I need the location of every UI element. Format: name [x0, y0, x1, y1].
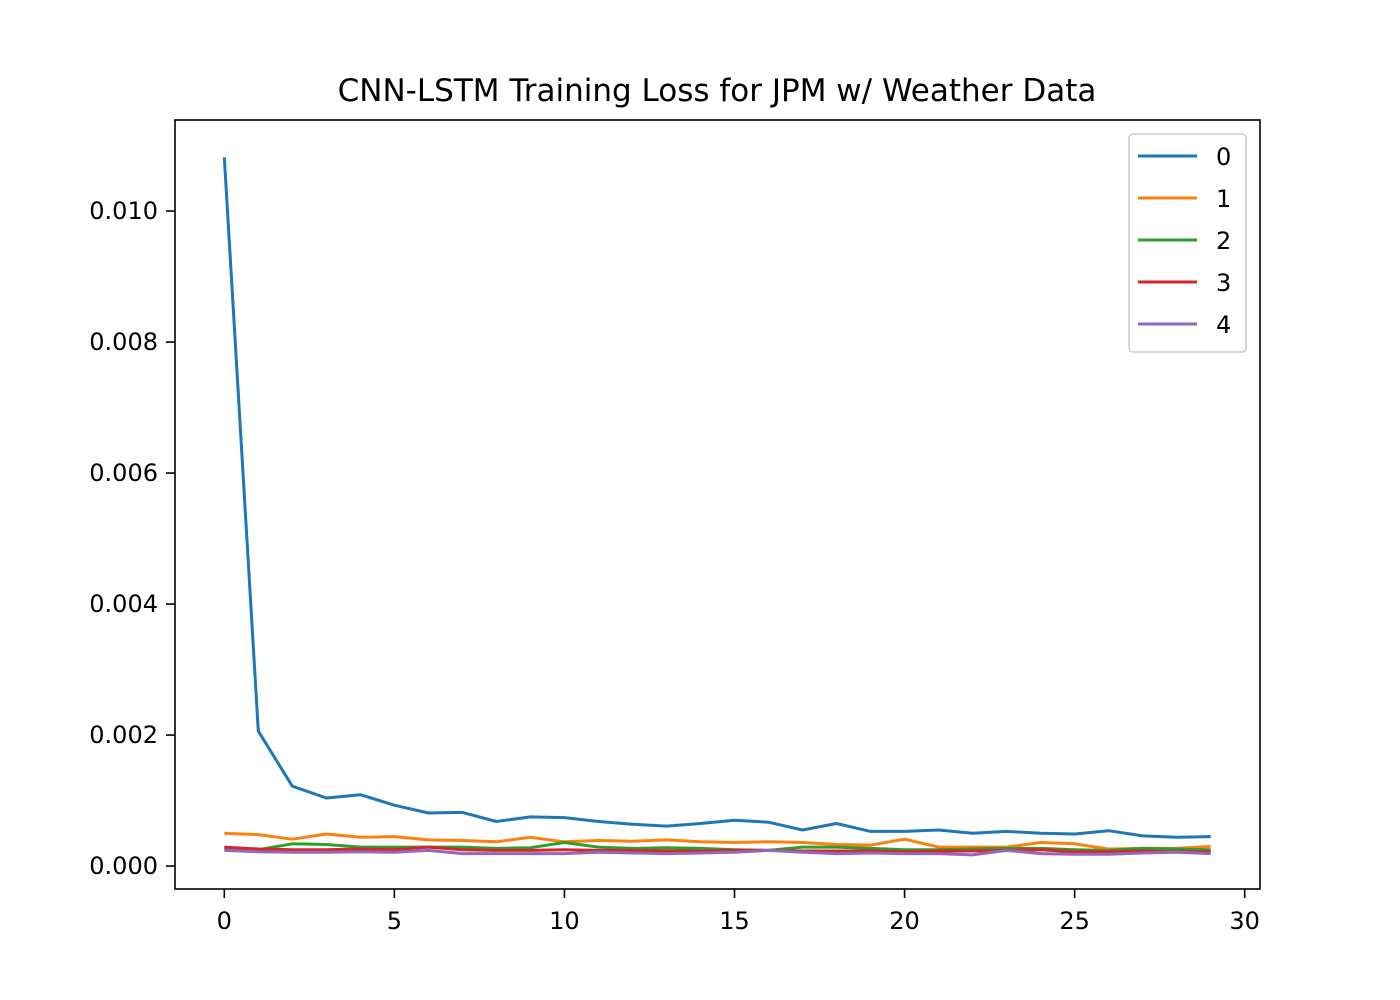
legend-label-0: 0 [1216, 143, 1231, 171]
legend: 0 1 2 3 4 [1128, 133, 1247, 353]
x-tick-label: 25 [1059, 907, 1090, 935]
x-tick-label: 5 [387, 907, 402, 935]
plot-lines [222, 157, 1211, 857]
y-tick-label: 0.002 [89, 721, 158, 749]
legend-label-1: 1 [1216, 185, 1231, 213]
y-axis: 0.000 0.002 0.004 0.006 0.008 0.010 [89, 197, 175, 880]
x-tick-label: 0 [217, 907, 232, 935]
legend-label-2: 2 [1216, 227, 1231, 255]
y-tick-label: 0.008 [89, 328, 158, 356]
legend-label-4: 4 [1216, 311, 1231, 339]
series-line-3 [224, 845, 1211, 854]
y-tick-label: 0.006 [89, 459, 158, 487]
y-tick-label: 0.010 [89, 197, 158, 225]
x-tick-label: 30 [1229, 907, 1260, 935]
legend-box [1128, 133, 1247, 353]
x-axis: 0 5 10 15 20 25 30 [217, 889, 1260, 935]
series-line-1 [224, 831, 1211, 851]
series-line-0 [222, 157, 1211, 839]
y-tick-label: 0.004 [89, 590, 158, 618]
legend-label-3: 3 [1216, 269, 1231, 297]
plot-area-frame [174, 119, 1261, 890]
x-tick-label: 20 [889, 907, 920, 935]
y-tick-label: 0.000 [89, 852, 158, 880]
chart-title: CNN-LSTM Training Loss for JPM w/ Weathe… [338, 73, 1097, 109]
x-tick-label: 10 [549, 907, 580, 935]
x-tick-label: 15 [719, 907, 750, 935]
series-line-4 [224, 848, 1211, 857]
